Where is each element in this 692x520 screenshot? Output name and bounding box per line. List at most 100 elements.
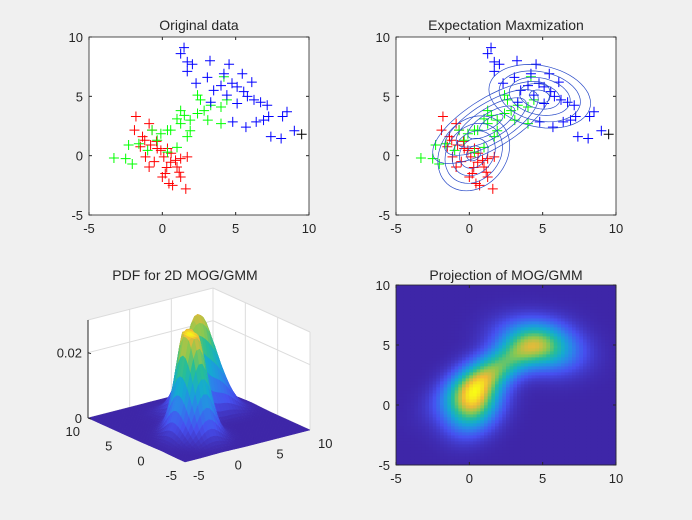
heat-cell: [465, 456, 470, 460]
heat-cell: [542, 414, 547, 418]
heat-cell: [557, 408, 562, 412]
heat-cell: [506, 303, 511, 307]
heat-cell: [495, 393, 500, 397]
heat-cell: [509, 438, 514, 442]
heat-cell: [517, 321, 522, 325]
heat-cell: [414, 393, 419, 397]
scatter-point-plus: [175, 118, 186, 129]
heat-cell: [440, 420, 445, 424]
heat-cell: [605, 405, 610, 409]
scatter-point-plus: [487, 183, 498, 194]
heat-cell: [418, 306, 423, 310]
heat-cell: [447, 456, 452, 460]
heat-cell: [601, 333, 606, 337]
heat-cell: [575, 336, 580, 340]
heat-cell: [524, 438, 529, 442]
heat-cell: [517, 462, 522, 466]
heat-cell: [473, 390, 478, 394]
heat-cell: [572, 396, 577, 400]
heat-cell: [568, 381, 573, 385]
heat-cell: [454, 333, 459, 337]
heat-cell: [590, 450, 595, 454]
heat-cell: [550, 345, 555, 349]
heat-cell: [414, 408, 419, 412]
heat-cell: [473, 315, 478, 319]
heat-cell: [462, 357, 467, 361]
heat-cell: [425, 333, 430, 337]
heat-cell: [509, 447, 514, 451]
heat-cell: [484, 396, 489, 400]
heat-cell: [586, 411, 591, 415]
heat-cell: [528, 315, 533, 319]
heat-cell: [476, 303, 481, 307]
heat-cell: [579, 324, 584, 328]
gaussian-contour-ellipse: [508, 76, 571, 116]
heat-cell: [421, 459, 426, 463]
heat-cell: [506, 420, 511, 424]
heat-cell: [473, 405, 478, 409]
heat-cell: [487, 402, 492, 406]
heat-cell: [498, 459, 503, 463]
heat-cell: [608, 309, 613, 313]
heat-cell: [608, 327, 613, 331]
heat-cell: [608, 453, 613, 457]
heat-cell: [462, 348, 467, 352]
heat-cell: [564, 390, 569, 394]
heat-cell: [396, 411, 401, 415]
heat-cell: [410, 285, 415, 289]
heat-cell: [473, 450, 478, 454]
heat-cell: [487, 435, 492, 439]
heat-cell: [513, 354, 518, 358]
heat-cell: [506, 411, 511, 415]
heat-cell: [594, 360, 599, 364]
heat-cell: [513, 429, 518, 433]
heat-cell: [597, 378, 602, 382]
heat-cell: [513, 417, 518, 421]
heat-cell: [601, 366, 606, 370]
heat-cell: [531, 297, 536, 301]
heat-cell: [557, 402, 562, 406]
heat-cell: [473, 414, 478, 418]
heat-cell: [469, 306, 474, 310]
heat-cell: [605, 396, 610, 400]
heat-cell: [517, 450, 522, 454]
heat-cell: [517, 456, 522, 460]
heat-cell: [458, 393, 463, 397]
heat-cell: [590, 303, 595, 307]
heat-cell: [557, 351, 562, 355]
heat-cell: [557, 444, 562, 448]
heat-cell: [476, 417, 481, 421]
heat-cell: [561, 384, 566, 388]
heat-cell: [564, 321, 569, 325]
heat-cell: [421, 309, 426, 313]
heat-cell: [432, 342, 437, 346]
heat-cell: [491, 432, 496, 436]
heat-cell: [480, 441, 485, 445]
heat-cell: [601, 423, 606, 427]
heat-cell: [564, 312, 569, 316]
heat-cell: [601, 435, 606, 439]
heat-cell: [586, 387, 591, 391]
heat-cell: [476, 381, 481, 385]
heat-cell: [575, 408, 580, 412]
heat-cell: [572, 312, 577, 316]
heat-cell: [535, 453, 540, 457]
heat-cell: [520, 432, 525, 436]
heat-cell: [608, 321, 613, 325]
heat-cell: [568, 366, 573, 370]
heat-cell: [579, 306, 584, 310]
heat-cell: [458, 405, 463, 409]
heat-cell: [572, 381, 577, 385]
heat-cell: [425, 402, 430, 406]
heat-cell: [410, 345, 415, 349]
heat-cell: [531, 354, 536, 358]
heat-cell: [590, 429, 595, 433]
heat-cell: [542, 381, 547, 385]
heat-cell: [447, 354, 452, 358]
heat-cell: [528, 459, 533, 463]
heat-cell: [579, 453, 584, 457]
heat-cell: [396, 309, 401, 313]
heat-cell: [465, 390, 470, 394]
heat-cell: [414, 357, 419, 361]
heat-cell: [583, 357, 588, 361]
